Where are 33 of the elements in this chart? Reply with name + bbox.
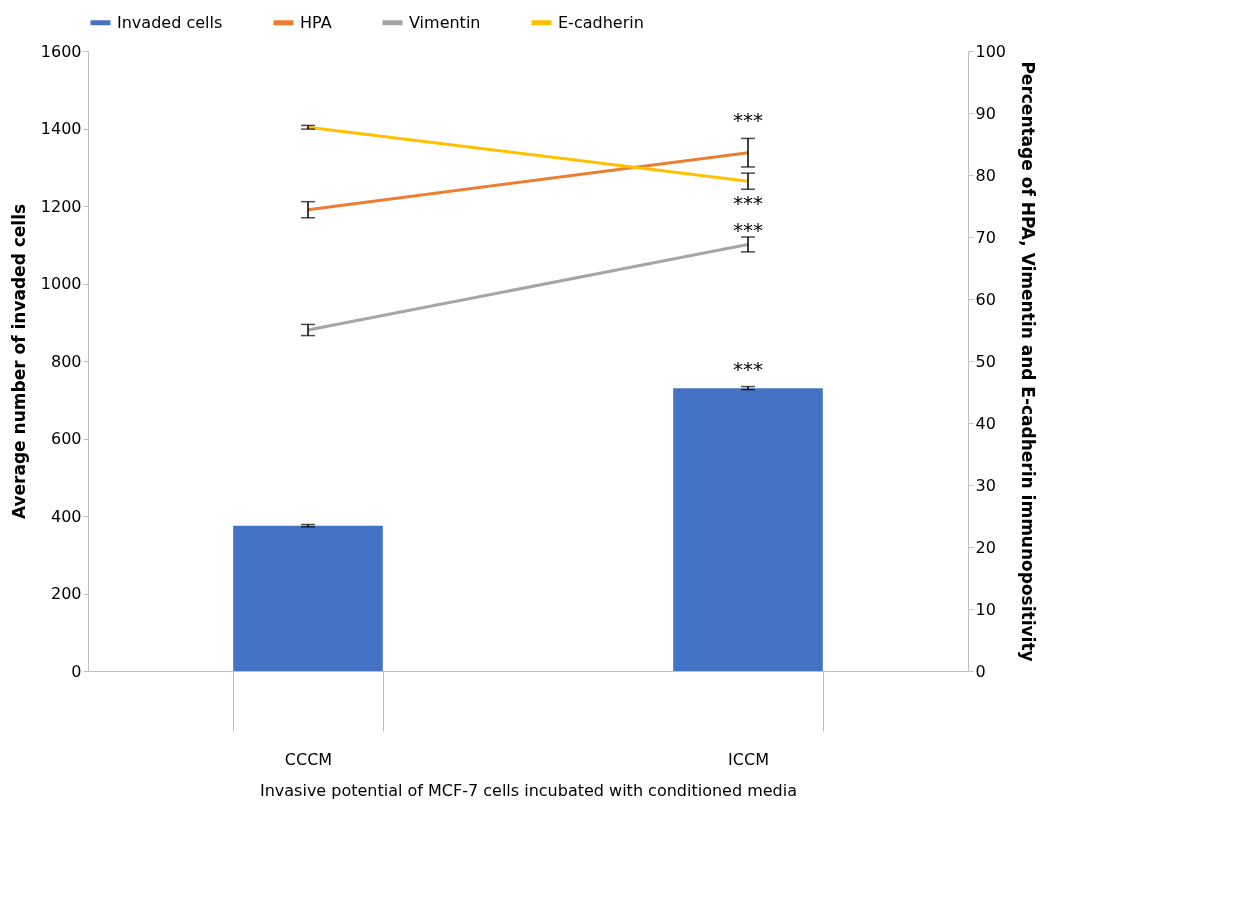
x-axis-title: Invasive potential of MCF-7 cells incubated with conditioned media [259, 780, 798, 800]
y2-axis-title: Percentage of HPA, Vimentin and E-cadherin immunopositivity [1018, 61, 1039, 662]
y-tick-label: 0 [71, 661, 82, 681]
y2-tick-label: 50 [975, 351, 996, 371]
y-axis-title: Average number of invaded cells [8, 203, 29, 520]
legend-label: Invaded cells [117, 12, 223, 32]
annotation: *** [733, 217, 763, 242]
x-tick-label: CCCM [284, 749, 333, 769]
y2-tick-label: 60 [975, 289, 996, 309]
y-tick-label: 1200 [40, 196, 82, 216]
y-tick-label: 1000 [40, 274, 82, 293]
y2-tick-label: 70 [975, 227, 996, 247]
legend-label: HPA [300, 12, 332, 32]
y-tick-label: 1400 [40, 119, 82, 138]
y2-tick-label: 80 [975, 165, 996, 185]
y-tick-label: 200 [50, 584, 82, 603]
annotation: *** [733, 190, 763, 215]
y2-tick-label: 40 [975, 413, 996, 433]
y2-tick-label: 20 [975, 537, 996, 557]
y2-tick-label: 100 [975, 41, 1007, 61]
y2-tick-label: 90 [975, 103, 996, 123]
y2-tick-label: 10 [975, 599, 996, 619]
legend-label: E-cadherin [558, 12, 644, 32]
y2-tick-label: 0 [975, 661, 986, 681]
y-tick-label: 1600 [40, 41, 82, 61]
y-tick-label: 600 [50, 429, 82, 448]
y-tick-label: 800 [50, 351, 82, 371]
legend-label: Vimentin [409, 12, 481, 32]
y2-tick-label: 30 [975, 475, 996, 495]
x-tick-label: ICCM [728, 749, 769, 769]
annotation: *** [733, 108, 763, 133]
annotation: *** [733, 356, 763, 381]
y-tick-label: 400 [50, 506, 82, 526]
